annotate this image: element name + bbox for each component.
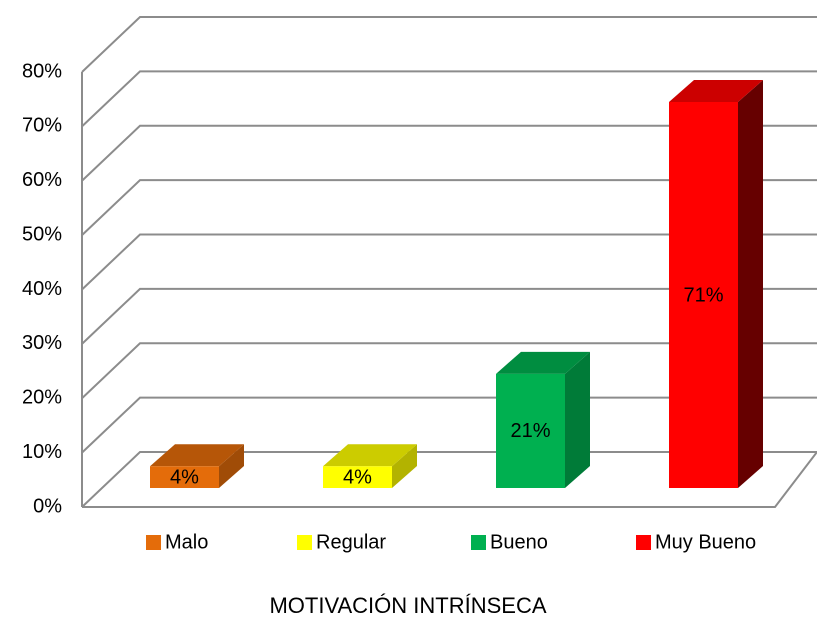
- bar-top: [496, 351, 590, 374]
- floor: [81, 451, 817, 508]
- legend-swatch: [146, 535, 161, 550]
- y-tick-label: 80%: [22, 60, 62, 82]
- bar: [496, 351, 590, 488]
- legend-swatch: [636, 535, 651, 550]
- legend-swatch: [471, 535, 486, 550]
- y-tick-label: 30%: [22, 332, 62, 354]
- y-tick-label: 0%: [33, 495, 62, 517]
- legend-label: Malo: [165, 531, 208, 553]
- bar: [323, 444, 417, 488]
- bar-front: [323, 466, 392, 488]
- grid-line: [81, 396, 817, 454]
- x-axis-title: MOTIVACIÓN INTRÍNSECA: [269, 593, 546, 618]
- y-tick-label: 20%: [22, 387, 62, 409]
- y-tick-label: 40%: [22, 278, 62, 300]
- y-tick-label: 60%: [22, 169, 62, 191]
- y-tick-label: 10%: [22, 441, 62, 463]
- legend-label: Bueno: [490, 531, 548, 553]
- bar-side: [219, 444, 244, 488]
- bar-top: [323, 444, 417, 467]
- grid-line: [81, 342, 817, 399]
- grid-line: [81, 124, 817, 182]
- bar-front: [496, 373, 565, 488]
- legend-swatch: [297, 535, 312, 550]
- bar-front: [669, 101, 738, 488]
- legend-label: Regular: [316, 531, 386, 553]
- bar-side: [738, 79, 763, 488]
- data-label: 4%: [170, 466, 199, 488]
- grid-line: [81, 179, 817, 236]
- y-tick-label: 50%: [22, 223, 62, 245]
- bar-front: [150, 466, 219, 488]
- data-label: 71%: [683, 284, 723, 306]
- bar-side: [392, 444, 417, 488]
- data-label: 21%: [510, 420, 550, 442]
- bar-top: [150, 444, 244, 467]
- bar-top: [669, 79, 763, 102]
- grid-line: [81, 287, 817, 345]
- bar: [669, 79, 763, 488]
- legend-label: Muy Bueno: [655, 531, 756, 553]
- grid-line: [81, 233, 817, 291]
- y-tick-label: 70%: [22, 115, 62, 137]
- bar-side: [565, 351, 590, 488]
- grid-line: [81, 16, 817, 73]
- bar: [150, 444, 244, 488]
- grid-line: [81, 70, 817, 128]
- data-label: 4%: [343, 466, 372, 488]
